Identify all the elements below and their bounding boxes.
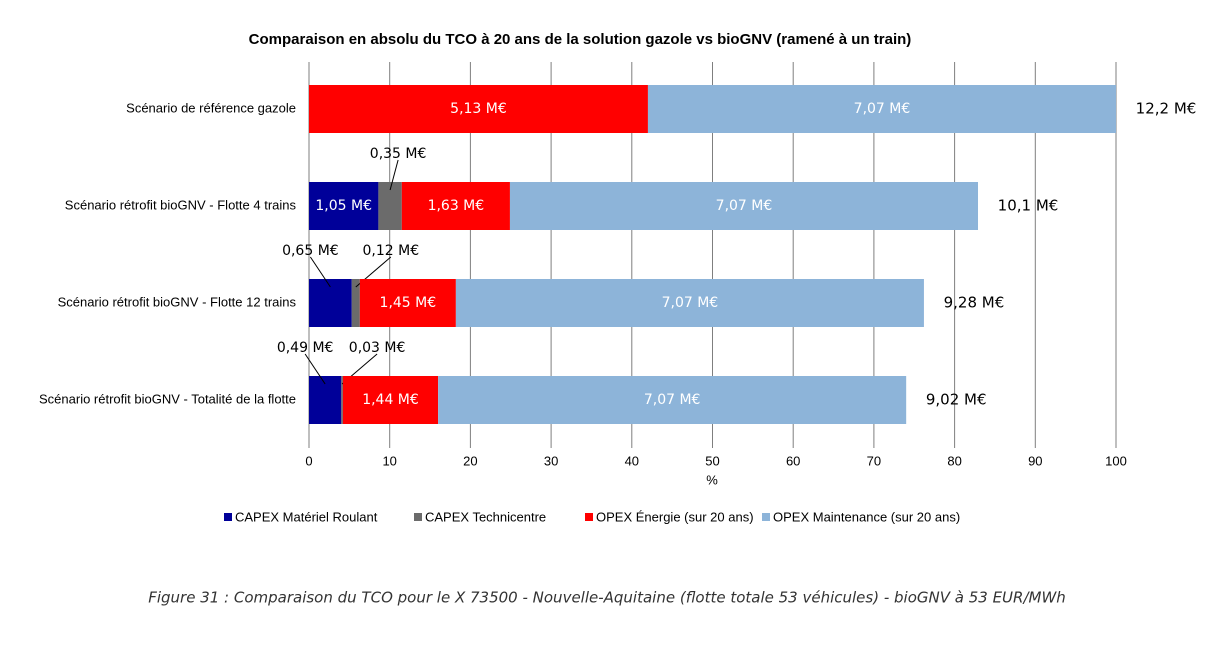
bar-segment bbox=[438, 376, 907, 424]
bar-segment bbox=[341, 376, 343, 424]
data-label: 0,49 M€ bbox=[277, 340, 334, 356]
bar-segment bbox=[401, 182, 510, 230]
data-label: 0,12 M€ bbox=[363, 243, 420, 259]
total-label: 10,1 M€ bbox=[998, 197, 1059, 215]
bar-segment bbox=[509, 182, 979, 230]
x-tick-label: 50 bbox=[705, 453, 719, 468]
legend-label: CAPEX Technicentre bbox=[425, 509, 546, 524]
x-tick-label: 70 bbox=[867, 453, 881, 468]
x-tick-label: 0 bbox=[305, 453, 312, 468]
legend-label: CAPEX Matériel Roulant bbox=[235, 509, 378, 524]
data-label: 1,45 M€ bbox=[380, 295, 437, 311]
bar-segment bbox=[359, 279, 456, 327]
total-label: 12,2 M€ bbox=[1136, 100, 1197, 118]
legend-label: OPEX Énergie (sur 20 ans) bbox=[596, 509, 754, 524]
total-label: 9,28 M€ bbox=[944, 294, 1005, 312]
x-tick-label: 30 bbox=[544, 453, 558, 468]
bar-segment bbox=[647, 85, 1116, 133]
data-label: 7,07 M€ bbox=[854, 101, 911, 117]
legend-label: OPEX Maintenance (sur 20 ans) bbox=[773, 509, 960, 524]
leader-line bbox=[304, 353, 326, 385]
category-label: Scénario rétrofit bioGNV - Flotte 4 trai… bbox=[65, 197, 297, 212]
category-label: Scénario de référence gazole bbox=[126, 100, 296, 115]
x-tick-label: 40 bbox=[625, 453, 639, 468]
data-label: 0,03 M€ bbox=[349, 340, 406, 356]
leader-line bbox=[309, 256, 331, 288]
category-label: Scénario rétrofit bioGNV - Totalité de l… bbox=[39, 391, 296, 406]
x-tick-label: 90 bbox=[1028, 453, 1042, 468]
data-label: 0,35 M€ bbox=[370, 146, 427, 162]
legend-swatch bbox=[762, 513, 770, 521]
bar-segment bbox=[309, 85, 648, 133]
data-label: 1,44 M€ bbox=[362, 392, 419, 408]
chart-title: Comparaison en absolu du TCO à 20 ans de… bbox=[249, 31, 912, 48]
x-tick-label: 80 bbox=[947, 453, 961, 468]
data-label: 5,13 M€ bbox=[450, 101, 507, 117]
bar-segment bbox=[455, 279, 924, 327]
data-label: 1,05 M€ bbox=[315, 198, 372, 214]
data-label: 7,07 M€ bbox=[644, 392, 701, 408]
bar-segment bbox=[378, 182, 402, 230]
x-tick-label: 10 bbox=[382, 453, 396, 468]
total-label: 9,02 M€ bbox=[926, 391, 987, 409]
data-label: 7,07 M€ bbox=[662, 295, 719, 311]
data-label: 7,07 M€ bbox=[716, 198, 773, 214]
data-label: 1,63 M€ bbox=[428, 198, 485, 214]
bar-segment bbox=[351, 279, 360, 327]
legend-swatch bbox=[224, 513, 232, 521]
leader-line bbox=[389, 159, 399, 191]
category-label: Scénario rétrofit bioGNV - Flotte 12 tra… bbox=[58, 294, 297, 309]
x-tick-label: 20 bbox=[463, 453, 477, 468]
data-label: 0,65 M€ bbox=[282, 243, 339, 259]
caption: Figure 31 : Comparaison du TCO pour le X… bbox=[148, 589, 1066, 607]
bar-segment bbox=[309, 182, 379, 230]
bar-segment bbox=[342, 376, 439, 424]
x-axis-label: % bbox=[706, 472, 718, 487]
legend-swatch bbox=[585, 513, 593, 521]
legend-swatch bbox=[414, 513, 422, 521]
x-tick-label: 60 bbox=[786, 453, 800, 468]
x-tick-label: 100 bbox=[1105, 453, 1127, 468]
